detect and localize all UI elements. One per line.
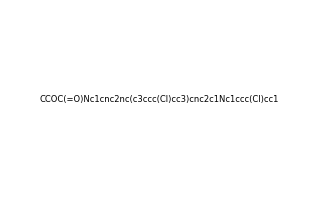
Text: CCOC(=O)Nc1cnc2nc(c3ccc(Cl)cc3)cnc2c1Nc1ccc(Cl)cc1: CCOC(=O)Nc1cnc2nc(c3ccc(Cl)cc3)cnc2c1Nc1… [39, 95, 279, 104]
